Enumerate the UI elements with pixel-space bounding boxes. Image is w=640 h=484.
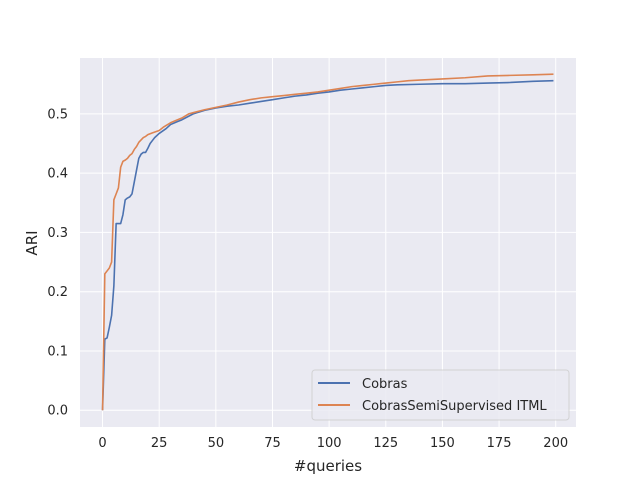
legend-box — [311, 369, 570, 421]
x-tick-label: 125 — [373, 436, 398, 451]
x-axis-label: #queries — [294, 457, 362, 475]
x-tick-label: 200 — [543, 436, 568, 451]
y-tick-label: 0.5 — [47, 107, 68, 122]
y-tick-label: 0.0 — [47, 404, 68, 419]
x-tick-label: 25 — [151, 436, 168, 451]
legend: Cobras CobrasSemiSupervised ITML — [311, 369, 570, 421]
y-tick-label: 0.2 — [47, 285, 68, 300]
x-tick-label: 75 — [264, 436, 281, 451]
x-tick-label: 150 — [430, 436, 455, 451]
x-axis-ticks: 0 25 50 75 100 125 150 175 200 — [98, 436, 568, 451]
y-tick-label: 0.4 — [47, 167, 68, 182]
legend-label-itml: CobrasSemiSupervised ITML — [362, 399, 547, 414]
y-tick-label: 0.3 — [47, 226, 68, 241]
y-axis-label: ARI — [23, 230, 41, 255]
plot-background — [80, 58, 576, 427]
series-line-1 — [101, 73, 554, 411]
x-tick-label: 175 — [487, 436, 512, 451]
y-tick-label: 0.1 — [47, 344, 68, 359]
series-line-0 — [101, 79, 554, 411]
x-tick-label: 100 — [317, 436, 342, 451]
series-group — [101, 73, 554, 411]
x-tick-label: 50 — [208, 436, 225, 451]
legend-label-cobras: Cobras — [362, 377, 408, 392]
x-tick-label: 0 — [98, 436, 106, 451]
y-axis-ticks: 0.0 0.1 0.2 0.3 0.4 0.5 — [47, 107, 68, 418]
